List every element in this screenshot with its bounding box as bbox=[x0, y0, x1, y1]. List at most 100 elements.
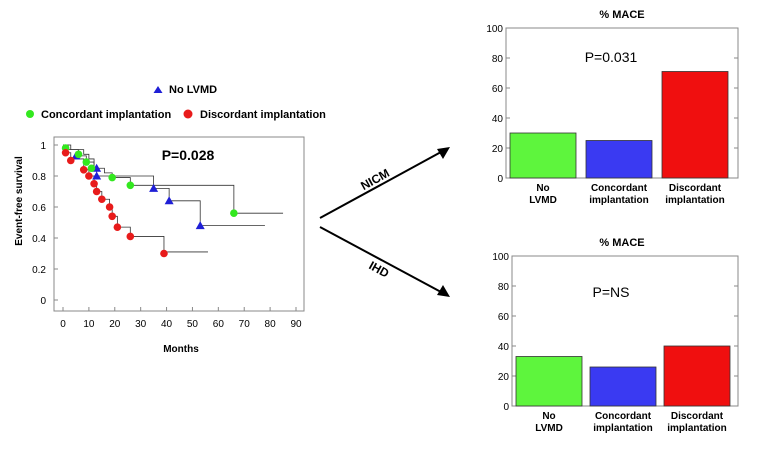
legend-no-lvmd-triangle-icon bbox=[153, 86, 163, 93]
km-x-tick-label: 10 bbox=[83, 319, 95, 330]
km-marker-0 bbox=[92, 171, 102, 180]
km-marker-0 bbox=[195, 221, 205, 230]
bar2-x-label: No bbox=[542, 411, 555, 422]
bar2-y-tick-label: 100 bbox=[492, 252, 509, 263]
km-x-tick-label: 90 bbox=[290, 319, 302, 330]
km-marker-2 bbox=[90, 179, 98, 188]
bar1-y-tick-label: 40 bbox=[492, 114, 504, 125]
bar1-x-label: implantation bbox=[665, 195, 724, 206]
bar2-x-label: implantation bbox=[667, 423, 726, 434]
km-marker-2 bbox=[92, 187, 101, 196]
km-p-value: P=0.028 bbox=[162, 147, 215, 163]
km-marker-2 bbox=[61, 148, 70, 157]
km-y-tick-label: 0.6 bbox=[32, 203, 46, 214]
bar-chart-nicm-x-labels: NoLVMDConcordantimplantationDiscordantim… bbox=[529, 183, 725, 206]
bar2-y-tick-label: 20 bbox=[498, 372, 510, 383]
legend-discordant-label: Discordant implantation bbox=[200, 109, 326, 121]
bar2-bar bbox=[663, 345, 731, 407]
km-y-axis-label: Event-free survival bbox=[14, 156, 25, 246]
bar1-x-label: Concordant bbox=[591, 183, 648, 194]
km-x-axis-label: Months bbox=[163, 344, 199, 355]
bar2-x-label: LVMD bbox=[535, 423, 563, 434]
km-marker-2 bbox=[66, 156, 75, 165]
km-marker-2 bbox=[160, 249, 168, 258]
bar2-y-tick-label: 60 bbox=[498, 312, 510, 323]
km-y-tick-label: 1 bbox=[40, 141, 46, 152]
km-x-tick-label: 70 bbox=[239, 319, 251, 330]
km-x-tick-label: 80 bbox=[265, 319, 277, 330]
arrow-lower bbox=[319, 226, 442, 293]
bar1-bar bbox=[661, 71, 729, 179]
legend-concordant-circle-icon bbox=[26, 110, 34, 118]
bar1-y-tick-label: 100 bbox=[486, 24, 503, 35]
km-marker-1 bbox=[230, 209, 238, 217]
bar2-y-tick-label: 80 bbox=[498, 282, 510, 293]
bar1-bar bbox=[509, 132, 577, 179]
bar2-x-label: implantation bbox=[593, 423, 652, 434]
km-y-ticks: 0 0.2 0.4 0.6 0.8 1 bbox=[32, 141, 58, 307]
km-y-tick-label: 0 bbox=[40, 296, 46, 307]
bar2-bar bbox=[515, 356, 583, 407]
km-marker-2 bbox=[105, 203, 114, 211]
km-series bbox=[61, 144, 284, 258]
bar-chart-ihd-bars bbox=[515, 345, 731, 407]
bar-chart-nicm-bars bbox=[509, 71, 729, 179]
bar2-y-tick-label: 0 bbox=[503, 402, 509, 413]
legend-concordant-label: Concordant implantation bbox=[41, 109, 171, 121]
bar2-y-tick-label: 40 bbox=[498, 342, 510, 353]
bar-chart-nicm-p-value: P=0.031 bbox=[585, 49, 638, 65]
bar1-y-tick-label: 60 bbox=[492, 84, 504, 95]
km-x-ticks: 0 10 20 30 40 50 60 70 80 90 bbox=[60, 307, 302, 330]
km-legend: No LVMD Concordant implantation Discorda… bbox=[26, 84, 326, 121]
km-y-tick-label: 0.2 bbox=[32, 265, 46, 276]
bar-chart-nicm-title: % MACE bbox=[599, 9, 644, 21]
km-frame bbox=[53, 136, 305, 312]
bar2-bar bbox=[589, 366, 657, 407]
km-curve-1 bbox=[63, 144, 284, 214]
bar-chart-ihd-y-ticks: 0 20 40 60 80 100 bbox=[492, 252, 738, 413]
arrow-lower-head-icon bbox=[437, 285, 450, 297]
km-x-tick-label: 0 bbox=[60, 319, 66, 330]
bar2-x-label: Discordant bbox=[671, 411, 724, 422]
km-marker-0 bbox=[164, 196, 174, 205]
bar1-x-label: LVMD bbox=[529, 195, 557, 206]
km-x-tick-label: 30 bbox=[135, 319, 147, 330]
km-marker-2 bbox=[113, 223, 122, 231]
bar-chart-ihd-title: % MACE bbox=[599, 237, 644, 249]
bar1-y-tick-label: 20 bbox=[492, 144, 504, 155]
km-marker-1 bbox=[108, 173, 116, 182]
km-x-tick-label: 20 bbox=[109, 319, 121, 330]
bar-chart-ihd-p-value: P=NS bbox=[593, 284, 630, 300]
km-x-tick-label: 50 bbox=[187, 319, 199, 330]
arrow-upper bbox=[319, 151, 442, 219]
km-y-tick-label: 0.4 bbox=[32, 234, 46, 245]
arrows: NICM IHD bbox=[319, 147, 450, 297]
km-marker-1 bbox=[126, 181, 135, 190]
km-x-tick-label: 40 bbox=[161, 319, 173, 330]
bar1-bar bbox=[585, 140, 653, 179]
km-marker-1 bbox=[87, 164, 96, 173]
bar1-x-label: No bbox=[536, 183, 549, 194]
bar1-y-tick-label: 0 bbox=[497, 174, 503, 185]
legend-discordant-circle-icon bbox=[183, 109, 193, 119]
bar1-x-label: Discordant bbox=[669, 183, 722, 194]
bar2-x-label: Concordant bbox=[595, 411, 652, 422]
km-y-tick-label: 0.8 bbox=[32, 172, 46, 183]
km-marker-2 bbox=[126, 232, 135, 241]
km-marker-0 bbox=[149, 183, 159, 192]
km-marker-2 bbox=[85, 172, 93, 180]
arrow-upper-head-icon bbox=[437, 147, 450, 159]
km-marker-1 bbox=[82, 158, 91, 166]
km-marker-2 bbox=[98, 195, 106, 204]
bar-chart-nicm-y-ticks: 0 20 40 60 80 100 bbox=[486, 24, 738, 185]
bar-chart-ihd-x-labels: NoLVMDConcordantimplantationDiscordantim… bbox=[535, 411, 727, 434]
km-x-tick-label: 60 bbox=[213, 319, 225, 330]
bar1-y-tick-label: 80 bbox=[492, 54, 504, 65]
km-marker-2 bbox=[108, 212, 116, 221]
legend-no-lvmd-label: No LVMD bbox=[169, 84, 217, 96]
bar1-x-label: implantation bbox=[589, 195, 648, 206]
km-marker-1 bbox=[74, 150, 83, 159]
